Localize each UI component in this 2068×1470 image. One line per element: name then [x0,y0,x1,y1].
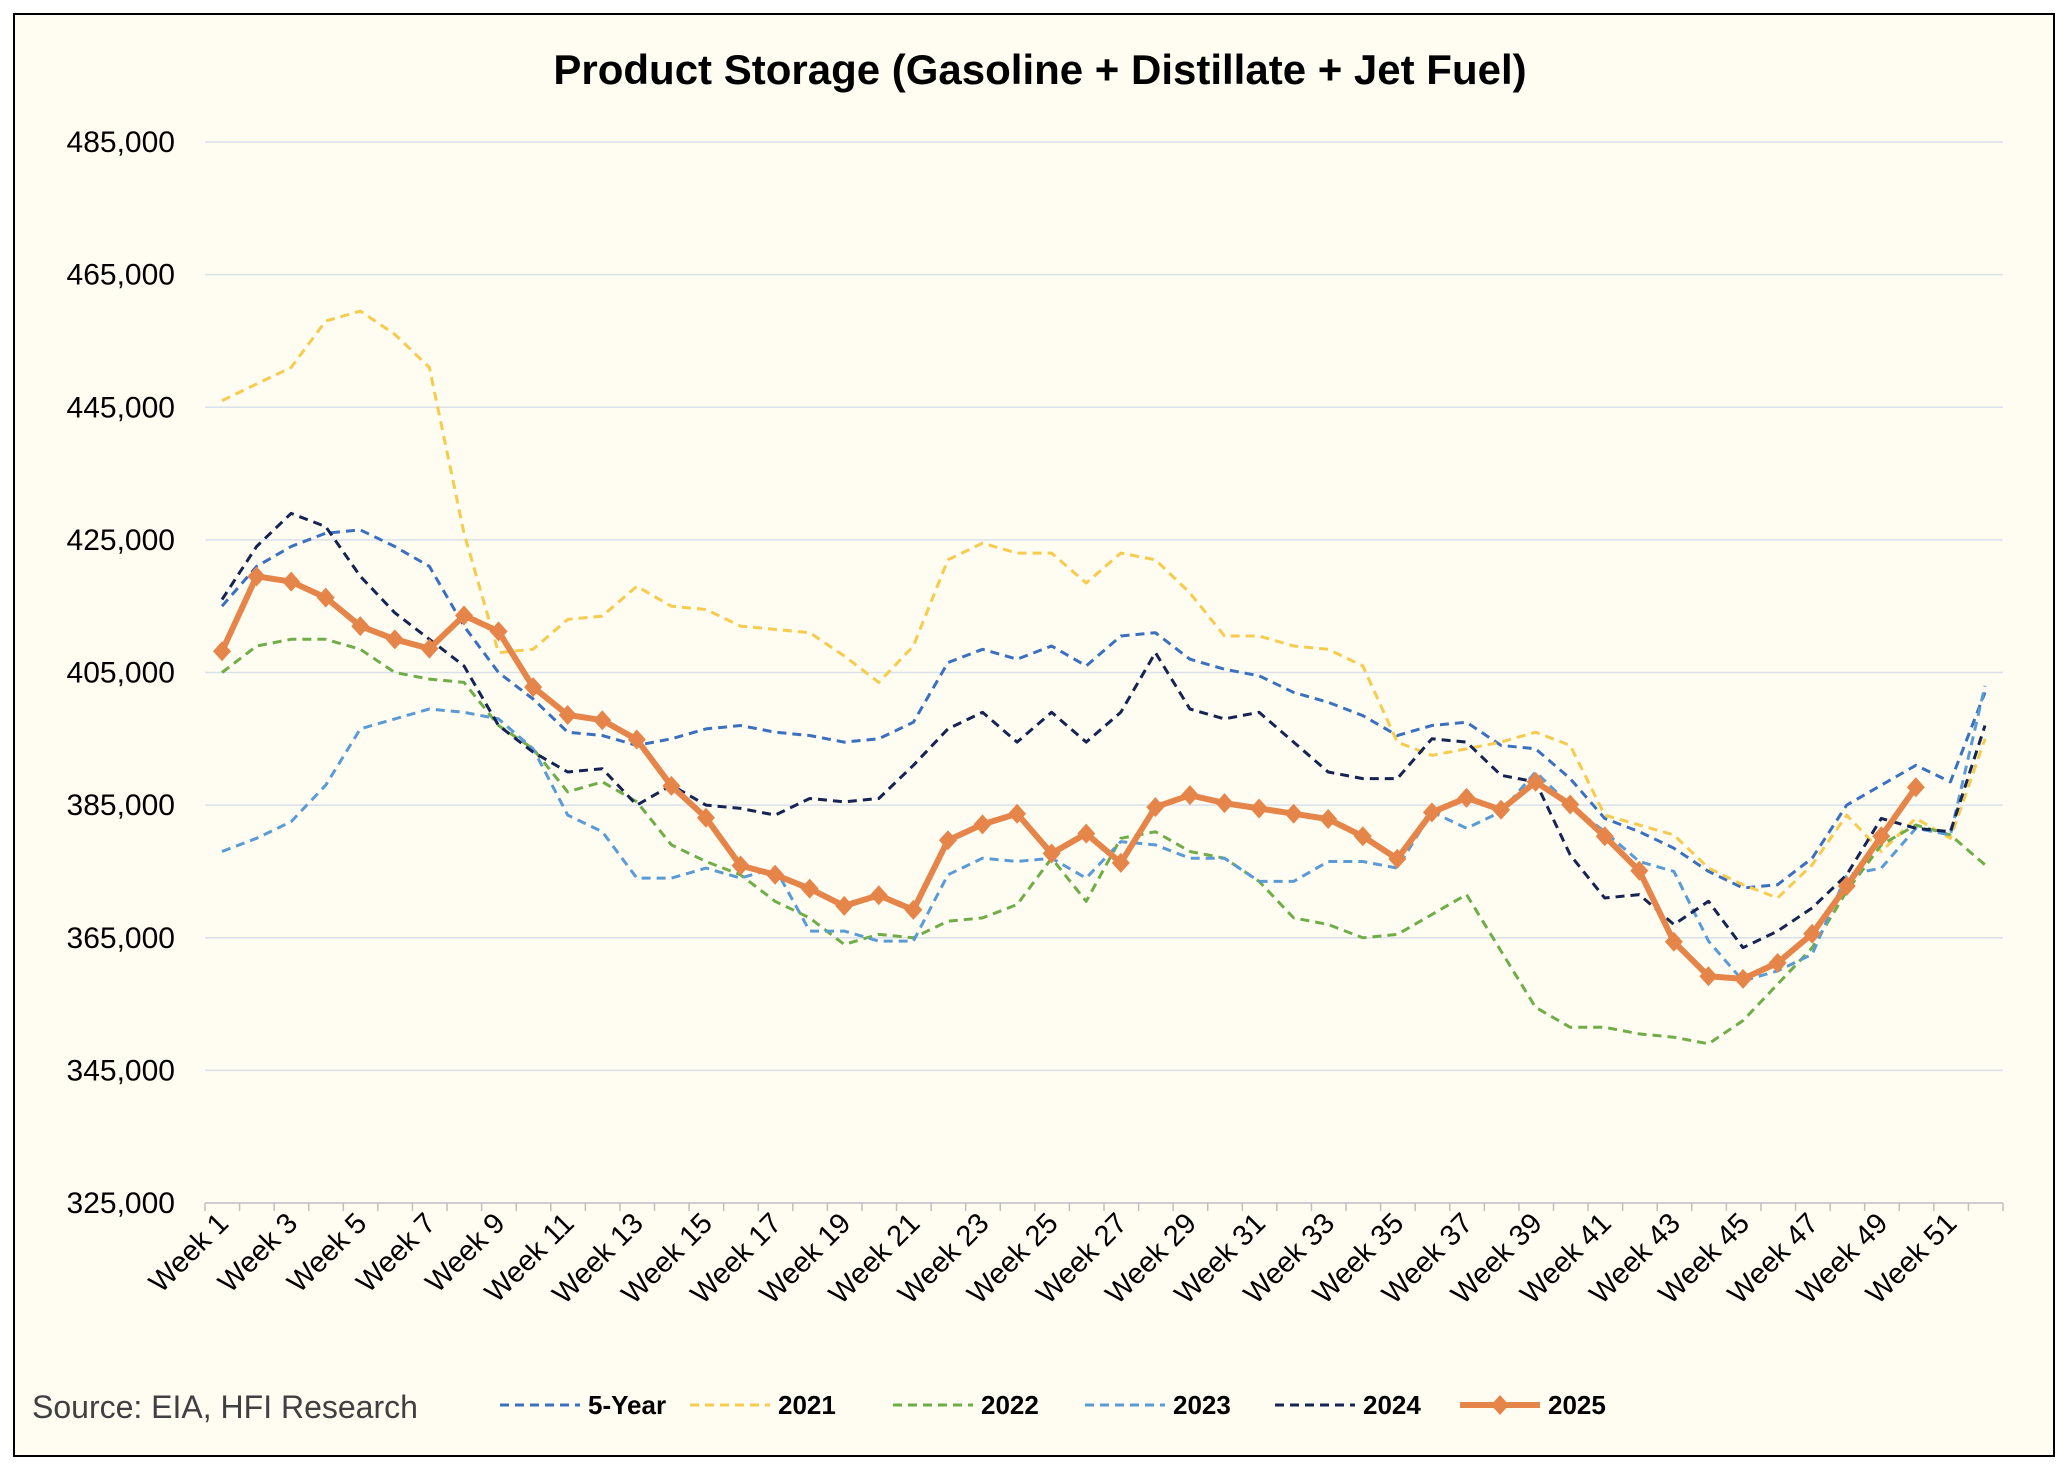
data-point-marker [1872,826,1891,847]
data-point-marker [1319,809,1338,830]
legend-item-2021: 2021 [690,1390,836,1420]
series-line-2024 [220,511,1987,950]
data-point-marker [731,855,750,876]
data-point-marker [938,830,957,851]
data-point-marker [973,814,992,835]
legend-item-5-year: 5-Year [500,1390,666,1420]
series-line-2025 [219,573,1919,982]
legend-label: 2025 [1548,1390,1606,1420]
data-point-marker [1492,799,1511,820]
source-note: Source: EIA, HFI Research [32,1389,418,1425]
data-point-marker [1422,802,1441,823]
series-2025 [213,566,1925,989]
data-point-marker [1699,966,1718,987]
chart-background [13,13,2055,1457]
data-point-marker [420,638,439,659]
data-point-marker [1561,794,1580,815]
legend-label: 2023 [1173,1390,1231,1420]
data-point-marker [1803,923,1822,944]
data-point-marker [558,704,577,725]
data-point-marker [1180,785,1199,806]
data-point-marker [1077,823,1096,844]
data-point-marker [1042,843,1061,864]
chart-title: Product Storage (Gasoline + Distillate +… [553,46,1526,93]
data-point-marker [1457,787,1476,808]
data-point-marker [1630,860,1649,881]
data-point-marker [1008,803,1027,824]
y-tick-label: 365,000 [67,922,175,955]
series-5-year [220,528,1987,890]
data-point-marker [351,616,370,637]
y-tick-label: 345,000 [67,1054,175,1087]
data-point-marker [1215,793,1234,814]
data-point-marker [869,885,888,906]
legend-item-2024: 2024 [1275,1390,1421,1420]
data-point-marker [1111,852,1130,873]
data-point-marker [1353,826,1372,847]
legend-item-2023: 2023 [1085,1390,1231,1420]
data-point-marker [454,605,473,626]
series-2024 [220,511,1987,950]
data-point-marker [489,621,508,642]
data-point-marker [1906,777,1925,798]
data-point-marker [1526,771,1545,792]
data-point-marker [835,895,854,916]
y-tick-label: 405,000 [67,657,175,690]
data-point-marker [696,807,715,828]
series-lines [213,309,1987,1046]
data-point-marker [524,677,543,698]
y-tick-label: 465,000 [67,259,175,292]
series-line-5-year [220,528,1987,890]
data-point-marker [627,729,646,750]
data-point-marker [904,899,923,920]
legend-label: 5-Year [588,1390,666,1420]
gridlines [204,141,2004,1211]
data-point-marker [1664,931,1683,952]
data-point-marker [1250,798,1269,819]
legend-item-2022: 2022 [893,1390,1039,1420]
data-point-marker [766,864,785,885]
y-tick-label: 325,000 [67,1187,175,1220]
y-tick-label: 445,000 [67,391,175,424]
legend: 5-Year 2021 2022 2023 2024 2025 [500,1390,1606,1420]
data-point-marker [1284,803,1303,824]
data-point-marker [662,775,681,796]
legend-label: 2024 [1363,1390,1421,1420]
series-2023 [221,685,1987,983]
data-point-marker [385,629,404,650]
data-point-marker [1837,876,1856,897]
y-axis-ticks: 325,000 345,000 365,000 385,000 405,000 425,0… [67,126,175,1220]
data-point-marker [1595,826,1614,847]
data-point-marker [1768,952,1787,973]
series-2021 [221,309,1987,900]
data-point-marker [1734,968,1753,989]
legend-label: 2021 [778,1390,836,1420]
series-line-2021 [221,309,1987,900]
data-point-marker [593,710,612,731]
legend-marker [1491,1395,1509,1415]
data-point-marker [316,587,335,608]
legend-item-2025: 2025 [1460,1390,1606,1420]
y-tick-label: 485,000 [67,126,175,159]
data-point-marker [1388,848,1407,869]
y-tick-label: 385,000 [67,789,175,822]
data-point-marker [213,641,231,662]
data-point-marker [1146,797,1165,818]
data-point-marker [247,566,266,587]
data-point-marker [800,878,819,899]
y-tick-label: 425,000 [67,524,175,557]
data-point-marker [282,571,301,592]
series-line-2023 [221,685,1987,983]
legend-label: 2022 [981,1390,1039,1420]
